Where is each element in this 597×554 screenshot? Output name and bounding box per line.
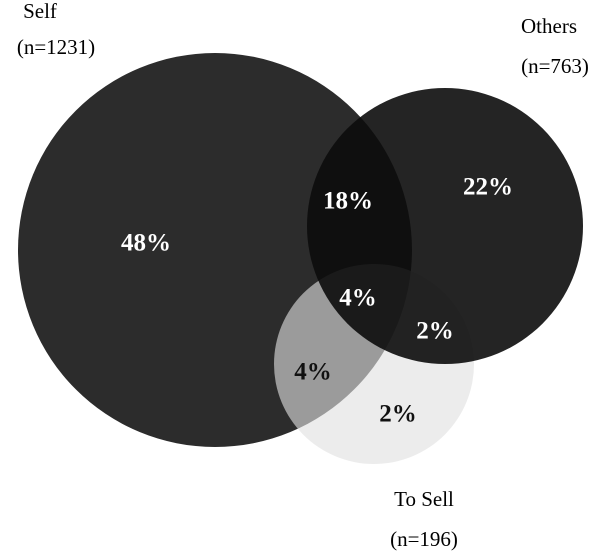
set-count: (n=1231): [17, 35, 95, 59]
set-count: (n=763): [521, 54, 589, 78]
set-label: Others: [521, 14, 577, 38]
set-count: (n=196): [390, 527, 458, 551]
region-label: 4%: [339, 285, 377, 312]
set-label: Self: [23, 0, 57, 23]
region-label: 22%: [463, 174, 513, 201]
region-label: 2%: [416, 318, 454, 345]
set-label: To Sell: [394, 487, 454, 511]
region-label: 18%: [323, 188, 373, 215]
others-circle: [307, 88, 583, 364]
region-label: 2%: [379, 401, 417, 428]
region-label: 48%: [121, 230, 171, 257]
region-label: 4%: [294, 359, 332, 386]
